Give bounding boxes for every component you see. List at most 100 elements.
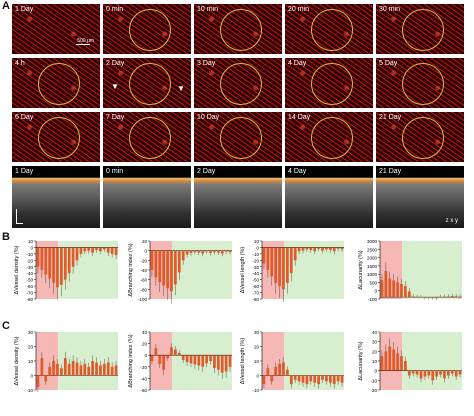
data-bar — [99, 365, 102, 376]
data-bar — [321, 375, 324, 380]
tile-label: 1 Day — [15, 6, 34, 13]
arrowhead-icon: ▼ — [111, 82, 119, 91]
tick-label: -20 — [140, 258, 147, 263]
tick-label: 10 — [28, 239, 34, 244]
post-shade — [402, 332, 462, 390]
data-bar — [158, 250, 162, 283]
post-shade — [58, 241, 118, 299]
y-axis-label: ΔVessel density (%) — [14, 245, 20, 294]
pre-shade — [36, 332, 59, 390]
data-bar — [114, 247, 118, 256]
data-bar — [91, 247, 94, 253]
oct-label: 0 min — [106, 168, 124, 175]
tile-label: 30 min — [379, 6, 401, 13]
data-bar — [293, 375, 297, 380]
lesion-circle — [38, 63, 80, 105]
data-bar — [154, 250, 158, 278]
arrowhead-icon: ▼ — [177, 84, 185, 93]
tick-label: 10 — [254, 239, 260, 244]
tile-label: 3 Day — [197, 60, 216, 67]
data-bar — [309, 375, 313, 382]
data-bar — [56, 363, 59, 376]
data-bar — [166, 250, 169, 289]
pre-shade — [262, 332, 285, 390]
data-bar — [282, 362, 285, 376]
panel-label-a: A — [2, 0, 10, 12]
data-bar — [36, 375, 40, 388]
data-bar — [52, 247, 55, 283]
data-bar — [262, 375, 266, 385]
data-bar — [396, 353, 399, 371]
data-bar — [56, 247, 59, 288]
tick-label: -40 — [140, 376, 147, 381]
data-bar — [79, 247, 83, 254]
y-axis-label: ΔVessel density (%) — [14, 336, 20, 385]
data-bar — [423, 297, 427, 298]
data-bar — [201, 355, 205, 367]
y-axis-label: ΔLacunarity (%) — [358, 341, 364, 380]
tick-label: -40 — [140, 268, 147, 273]
data-bar — [270, 375, 274, 382]
oct-cross-section: 4 Day — [285, 166, 373, 228]
data-bar — [48, 366, 52, 376]
tile-label: 5 Day — [379, 60, 398, 67]
post-shade — [284, 332, 344, 390]
tile-label: 0 min — [106, 6, 124, 13]
tile-label: 14 Day — [288, 114, 311, 121]
panel-label-c: C — [2, 320, 10, 332]
pre-shade — [150, 332, 173, 390]
tick-label: 10 — [28, 359, 34, 364]
data-bar — [332, 375, 336, 385]
data-bar — [305, 247, 309, 250]
data-bar — [174, 250, 177, 285]
post-shade — [172, 332, 232, 390]
data-bar — [150, 250, 154, 270]
oct-cross-section: 2 Day — [194, 166, 282, 228]
data-bar — [75, 247, 79, 261]
data-bar — [63, 358, 67, 376]
data-bar — [439, 296, 442, 298]
data-bar — [321, 247, 324, 251]
data-bar — [71, 247, 75, 267]
data-bar — [40, 247, 44, 270]
data-bar — [63, 247, 67, 280]
y-axis-label: ΔBranching index (%) — [128, 334, 134, 387]
angiogram-tile: 4 Day — [285, 58, 373, 108]
data-bar — [83, 363, 87, 376]
tick-label: -20 — [140, 365, 147, 370]
data-bar — [274, 366, 278, 376]
angiogram-tile: 21 Day — [376, 112, 464, 162]
tick-label: 2500 — [367, 247, 378, 252]
tick-label: 30 — [372, 340, 378, 345]
lesion-circle — [38, 117, 80, 159]
y-axis-label: ΔVessel length (%) — [240, 247, 246, 294]
data-bar — [309, 247, 313, 251]
data-bar — [404, 285, 407, 298]
data-bar — [216, 250, 220, 253]
data-bar — [177, 250, 181, 273]
data-bar — [110, 366, 114, 376]
data-bar — [325, 247, 328, 250]
tile-label: 6 Day — [15, 114, 34, 121]
tick-label: -60 — [252, 284, 259, 289]
data-bar — [286, 369, 289, 376]
tick-label: 40 — [142, 330, 148, 335]
data-bar — [170, 250, 173, 292]
scale-label: 500 μm — [77, 38, 94, 44]
data-bar — [110, 247, 114, 254]
data-bar — [181, 355, 185, 360]
data-bar — [317, 247, 320, 249]
tick-label: -70 — [26, 291, 33, 296]
tick-label: 0 — [374, 369, 377, 374]
data-bar — [197, 355, 201, 366]
data-bar — [181, 250, 185, 261]
data-bar — [216, 355, 220, 370]
data-bar — [282, 247, 285, 290]
data-bar — [435, 370, 438, 377]
tick-label: 10 — [254, 359, 260, 364]
tick-label: -20 — [370, 388, 377, 393]
data-bar — [336, 247, 340, 249]
angiogram-tile: 0 min — [103, 4, 191, 54]
angiogram-tile: 4 h — [12, 58, 100, 108]
data-bar — [60, 368, 63, 376]
